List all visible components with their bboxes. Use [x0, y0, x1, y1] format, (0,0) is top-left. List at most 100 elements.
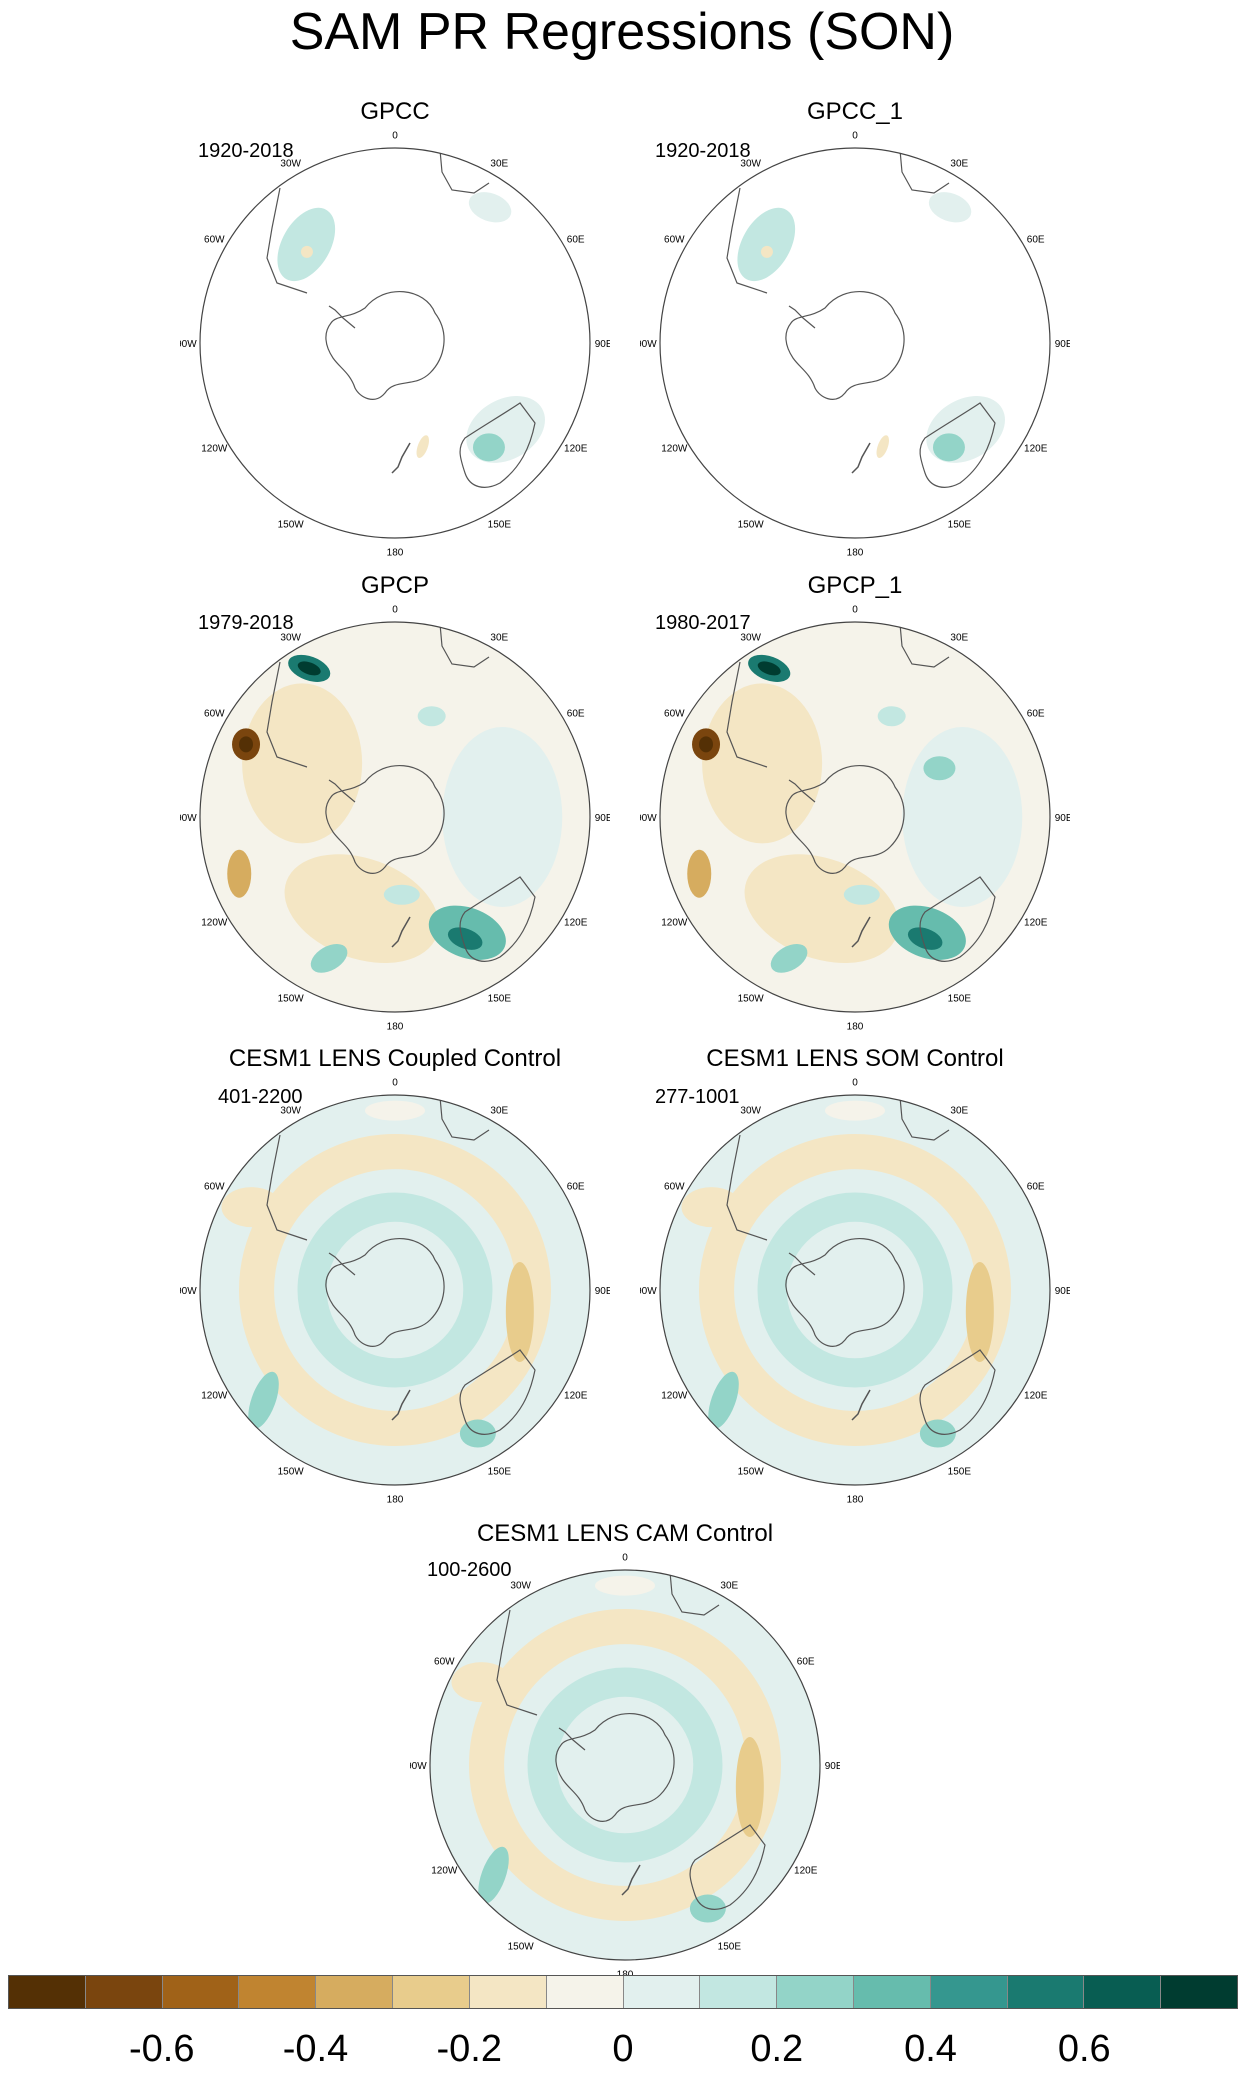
indian-dry-band: [735, 1737, 764, 1838]
south-america-dry: [681, 1187, 742, 1228]
panel-title: GPCP: [360, 572, 429, 599]
longitude-label: 90E: [1055, 1286, 1070, 1297]
panel-year-range: 1920-2018: [198, 140, 294, 162]
colorbar-swatch: [1161, 1976, 1237, 2008]
south-pacific-wet: [770, 943, 808, 973]
australia-coastline: [919, 876, 996, 962]
north-edge-neutral: [825, 1100, 885, 1121]
longitude-label: 120E: [564, 1390, 588, 1401]
antarctic-peninsula: [328, 305, 356, 329]
south-america-coastline: [496, 1609, 538, 1716]
longitude-label: 60E: [1027, 709, 1045, 720]
longitude-label: 180: [387, 1022, 404, 1033]
east-ocean-field: [902, 727, 1023, 907]
antarctica-coastline: [785, 291, 905, 400]
longitude-label: 90W: [180, 1286, 197, 1297]
colorbar: [8, 1975, 1238, 2009]
longitude-label: 180: [847, 548, 864, 559]
longitude-label: 0: [392, 604, 398, 615]
longitude-label: 30E: [720, 1580, 738, 1591]
longitude-label: 120E: [1024, 443, 1048, 454]
longitude-label: 120W: [661, 1390, 688, 1401]
map-boundary: [659, 621, 1051, 1013]
longitude-label: 120W: [201, 1390, 228, 1401]
south-america-dry: [221, 1187, 282, 1228]
colorbar-tick-label: 0.2: [750, 2028, 804, 2070]
map-panel: GPCP_1 0 30E 60E 90E 120E 150E 180 150W 120W 90W 60…: [640, 572, 1070, 1042]
longitude-label: 150W: [278, 994, 305, 1005]
map-boundary: [659, 147, 1051, 539]
colorbar-swatch: [316, 1976, 394, 2008]
map-panel: CESM1 LENS SOM Control 0 30E 60E 90E 120E 150E…: [640, 1045, 1070, 1515]
new-zealand-coastline: [391, 442, 411, 474]
antarctic-peninsula: [328, 1252, 356, 1276]
map-boundary: [199, 1094, 591, 1486]
longitude-label: 60W: [664, 1182, 685, 1193]
antarctica-coastline: [555, 1713, 675, 1822]
colorbar-swatch: [623, 1976, 701, 2008]
colorbar-swatch: [9, 1976, 86, 2008]
antarctic-peninsula: [788, 305, 816, 329]
antarctic-peninsula: [788, 779, 816, 803]
panel-year-range: 100-2600: [427, 1559, 512, 1581]
longitude-label: 90E: [1055, 339, 1070, 350]
new-zealand-coastline: [391, 916, 411, 948]
longitude-label: 180: [847, 1022, 864, 1033]
panel-year-range: 277-1001: [655, 1086, 740, 1108]
polar-map: 0 30E 60E 90E 120E 150E 180 150W 120W 90W 60W 30W: [180, 1077, 610, 1505]
south-america-coastline: [726, 1134, 768, 1241]
midlatitude-dry-ring: [699, 1134, 1011, 1446]
longitude-label: 0: [852, 1077, 858, 1088]
longitude-label: 120W: [201, 917, 228, 928]
panel-title: GPCC_1: [806, 98, 904, 125]
midlatitude-dry-ring: [469, 1609, 781, 1921]
panel-title: GPCC: [360, 98, 430, 125]
longitude-label: 150W: [738, 994, 765, 1005]
map-boundary: [199, 147, 591, 539]
new-zealand-coastline: [621, 1864, 641, 1896]
longitude-label: 30W: [740, 158, 761, 169]
tasman-wet-core: [907, 927, 943, 950]
australia-coastline: [459, 1349, 536, 1435]
longitude-label: 150W: [508, 1942, 535, 1953]
longitude-label: 120E: [564, 917, 588, 928]
africa-coastline: [439, 1096, 490, 1141]
indian-dry-band: [965, 1262, 994, 1363]
australia-coastline: [919, 1349, 996, 1435]
south-atlantic-wet-core: [757, 661, 781, 676]
longitude-label: 120E: [564, 443, 588, 454]
colorbar-swatch: [546, 1976, 624, 2008]
south-america-dry-spot: [760, 245, 773, 258]
africa-coastline: [439, 623, 490, 668]
south-america-dry: [451, 1662, 512, 1703]
longitude-label: 60E: [567, 709, 585, 720]
panel-year-range: 1920-2018: [655, 140, 751, 162]
map-boundary: [659, 1094, 1051, 1486]
panel-title: GPCP_1: [807, 572, 903, 599]
new-zealand-field: [876, 435, 889, 459]
longitude-label: 150E: [488, 520, 512, 531]
southeast-pacific-wet: [478, 1846, 509, 1904]
longitude-label: 90E: [1055, 813, 1070, 824]
longitude-label: 30E: [490, 632, 508, 643]
southeast-pacific-dry: [227, 849, 252, 898]
antarctic-peninsula: [788, 1252, 816, 1276]
longitude-label: 90E: [595, 813, 610, 824]
indian-ocean-wet: [923, 756, 956, 781]
colorbar-swatch: [85, 1976, 163, 2008]
map-panel: GPCC_1 0 30E 60E 90E 120E 150E 180 150W 120W 90W 60…: [640, 98, 1070, 568]
longitude-label: 150W: [278, 1467, 305, 1478]
colorbar-swatch: [777, 1976, 854, 2008]
longitude-label: 180: [847, 1495, 864, 1506]
longitude-label: 90W: [640, 813, 657, 824]
longitude-label: 30E: [490, 1105, 508, 1116]
midlatitude-dry-ring: [239, 1134, 551, 1446]
new-zealand-coastline: [851, 1389, 871, 1421]
longitude-label: 30W: [280, 1105, 301, 1116]
south-america-field: [277, 207, 336, 282]
australia-field: [926, 396, 1005, 463]
colorbar-tick-label: 0.4: [904, 2028, 957, 2070]
colorbar-swatch: [469, 1976, 547, 2008]
longitude-label: 120W: [661, 917, 688, 928]
east-ocean-field: [442, 727, 563, 907]
